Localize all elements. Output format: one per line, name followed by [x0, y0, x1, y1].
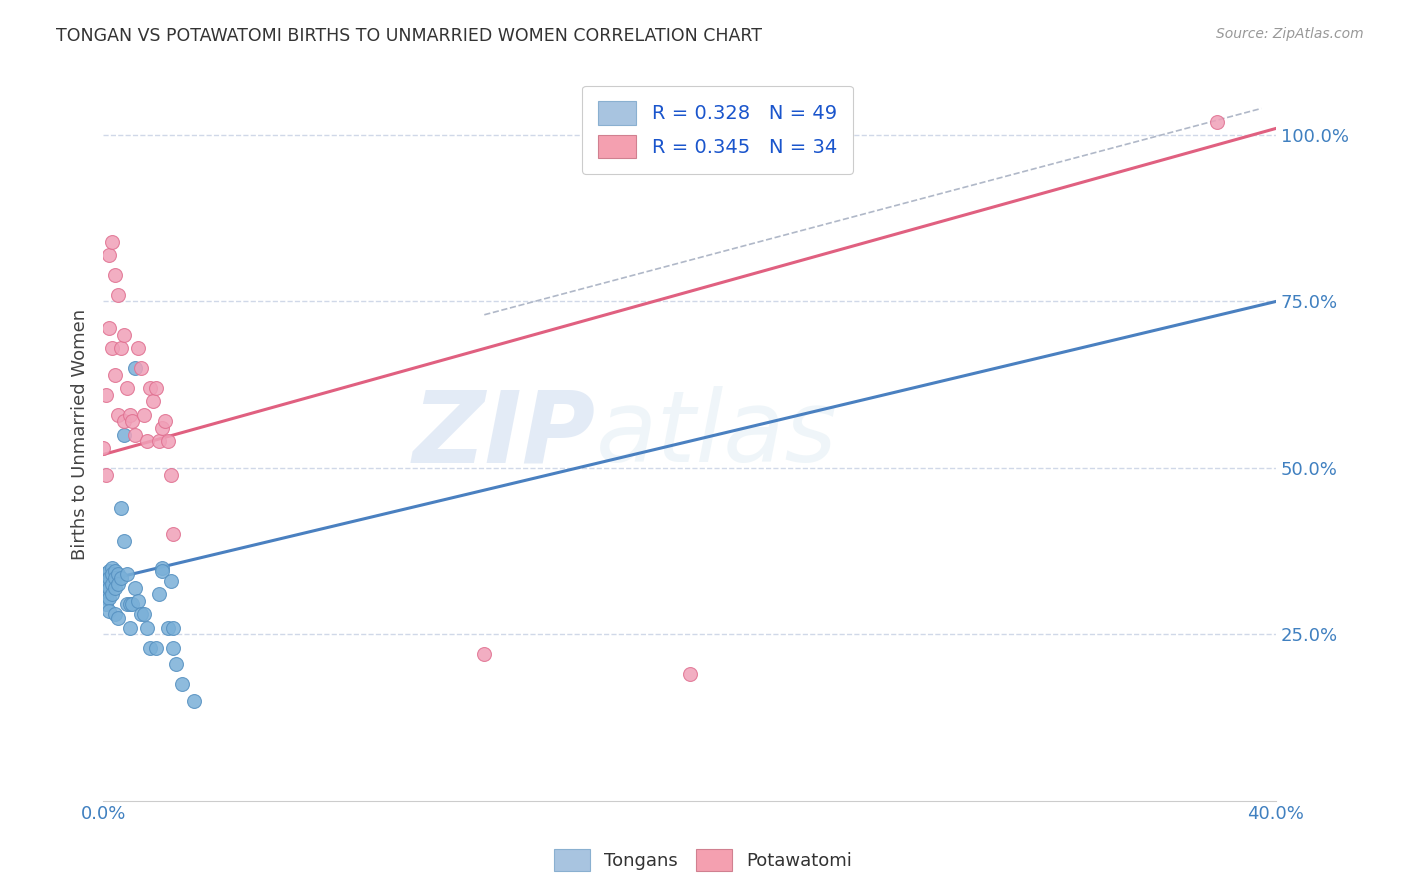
Point [145, 640, 167, 655]
Point [121, 414, 143, 428]
Point [98, 564, 121, 578]
Point [110, 571, 132, 585]
Point [101, 341, 124, 355]
Point [94, 597, 117, 611]
Point [104, 564, 127, 578]
Point [127, 594, 149, 608]
Point [104, 368, 127, 382]
Point [118, 408, 141, 422]
Point [112, 427, 135, 442]
Text: TONGAN VS POTAWATOMI BIRTHS TO UNMARRIED WOMEN CORRELATION CHART: TONGAN VS POTAWATOMI BIRTHS TO UNMARRIED… [56, 27, 762, 45]
Point [121, 597, 143, 611]
Point [153, 414, 176, 428]
Point [98, 604, 121, 618]
Point [148, 587, 170, 601]
Point [94, 387, 117, 401]
Point [150, 421, 173, 435]
Point [98, 321, 121, 335]
Point [112, 414, 135, 428]
Point [145, 381, 167, 395]
Point [134, 408, 156, 422]
Point [110, 341, 132, 355]
Point [98, 581, 121, 595]
Point [162, 640, 184, 655]
Point [139, 381, 162, 395]
Point [94, 584, 117, 599]
Point [148, 434, 170, 449]
Point [107, 287, 129, 301]
Point [115, 381, 138, 395]
Text: Source: ZipAtlas.com: Source: ZipAtlas.com [1216, 27, 1364, 41]
Point [136, 621, 159, 635]
Text: ZIP: ZIP [413, 386, 596, 483]
Point [101, 235, 124, 249]
Point [115, 567, 138, 582]
Point [159, 467, 181, 482]
Point [124, 427, 146, 442]
Point [150, 560, 173, 574]
Point [94, 591, 117, 605]
Point [91, 567, 114, 582]
Point [101, 587, 124, 601]
Point [115, 597, 138, 611]
Point [129, 361, 152, 376]
Point [94, 467, 117, 482]
Point [107, 567, 129, 582]
Point [104, 607, 127, 622]
Point [678, 667, 700, 681]
Point [107, 610, 129, 624]
Point [118, 621, 141, 635]
Point [112, 534, 135, 549]
Point [91, 574, 114, 588]
Point [127, 341, 149, 355]
Point [150, 564, 173, 578]
Text: atlas: atlas [596, 386, 838, 483]
Point [98, 591, 121, 605]
Point [124, 361, 146, 376]
Point [107, 577, 129, 591]
Point [98, 571, 121, 585]
Point [129, 607, 152, 622]
Point [156, 621, 179, 635]
Point [118, 597, 141, 611]
Point [101, 567, 124, 582]
Point [472, 647, 495, 661]
Point [183, 694, 205, 708]
Point [107, 408, 129, 422]
Point [112, 327, 135, 342]
Point [162, 621, 184, 635]
Y-axis label: Births to Unmarried Women: Births to Unmarried Women [72, 309, 89, 560]
Point [162, 527, 184, 541]
Point [94, 577, 117, 591]
Point [91, 441, 114, 455]
Legend: R = 0.328   N = 49, R = 0.345   N = 34: R = 0.328 N = 49, R = 0.345 N = 34 [582, 86, 853, 174]
Point [172, 677, 194, 691]
Point [165, 657, 187, 672]
Point [104, 581, 127, 595]
Point [104, 571, 127, 585]
Point [110, 500, 132, 515]
Point [104, 268, 127, 282]
Point [156, 434, 179, 449]
Point [142, 394, 165, 409]
Legend: Tongans, Potawatomi: Tongans, Potawatomi [547, 842, 859, 879]
Point [139, 640, 162, 655]
Point [1206, 115, 1229, 129]
Point [136, 434, 159, 449]
Point [134, 607, 156, 622]
Point [159, 574, 181, 588]
Point [124, 581, 146, 595]
Point [101, 577, 124, 591]
Point [98, 248, 121, 262]
Point [101, 560, 124, 574]
